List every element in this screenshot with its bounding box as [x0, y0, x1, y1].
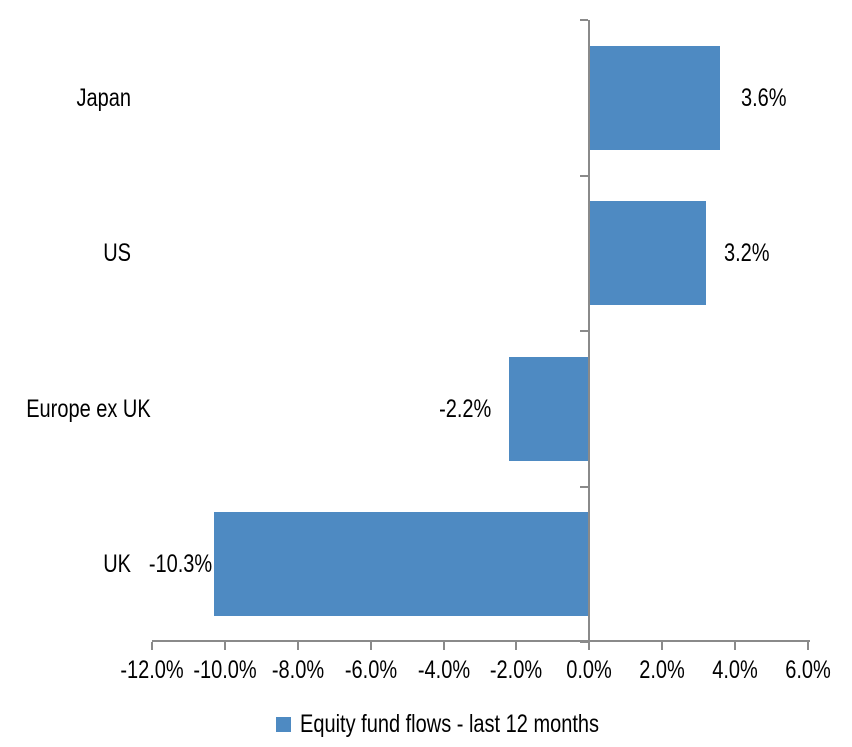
x-tick-5 [515, 642, 517, 650]
bar-uk [214, 512, 589, 616]
x-tick-7 [661, 642, 663, 650]
x-tick-label-0: -12.0% [120, 656, 184, 684]
x-tick-label-2: -8.0% [271, 656, 325, 684]
x-tick-label-5: -2.0% [489, 656, 543, 684]
bar-europe-ex-uk [509, 357, 589, 461]
x-tick-9 [807, 642, 809, 650]
y-tick-0 [580, 19, 588, 21]
x-tick-8 [734, 642, 736, 650]
legend: Equity fund flows - last 12 months [276, 710, 674, 739]
x-tick-label-7: 2.0% [639, 656, 685, 684]
y-tick-2 [580, 330, 588, 332]
value-label-europe-ex-uk: -2.2% [438, 395, 491, 423]
legend-label: Equity fund flows - last 12 months [300, 710, 600, 738]
x-tick-label-6: 0.0% [566, 656, 612, 684]
category-label-europe-ex-uk: Europe ex UK [26, 395, 151, 423]
value-label-japan: 3.6% [741, 84, 787, 112]
legend-swatch-icon [276, 717, 291, 732]
y-tick-1 [580, 175, 588, 177]
y-axis-line [588, 20, 590, 650]
x-axis-line [152, 640, 810, 642]
x-tick-2 [297, 642, 299, 650]
bar-japan [589, 46, 720, 150]
category-label-uk: UK [103, 550, 131, 578]
value-label-uk: -10.3% [148, 550, 212, 578]
x-tick-label-8: 4.0% [712, 656, 758, 684]
value-label-us: 3.2% [724, 239, 770, 267]
x-tick-0 [151, 642, 153, 650]
category-label-us: US [103, 239, 131, 267]
x-tick-label-9: 6.0% [785, 656, 831, 684]
y-tick-3 [580, 486, 588, 488]
x-tick-label-3: -6.0% [344, 656, 398, 684]
x-tick-1 [224, 642, 226, 650]
x-tick-4 [443, 642, 445, 650]
x-tick-label-4: -4.0% [417, 656, 471, 684]
x-tick-3 [370, 642, 372, 650]
bar-us [589, 201, 706, 305]
x-tick-label-1: -10.0% [193, 656, 257, 684]
category-label-japan: Japan [76, 84, 132, 112]
y-tick-4 [580, 641, 588, 643]
